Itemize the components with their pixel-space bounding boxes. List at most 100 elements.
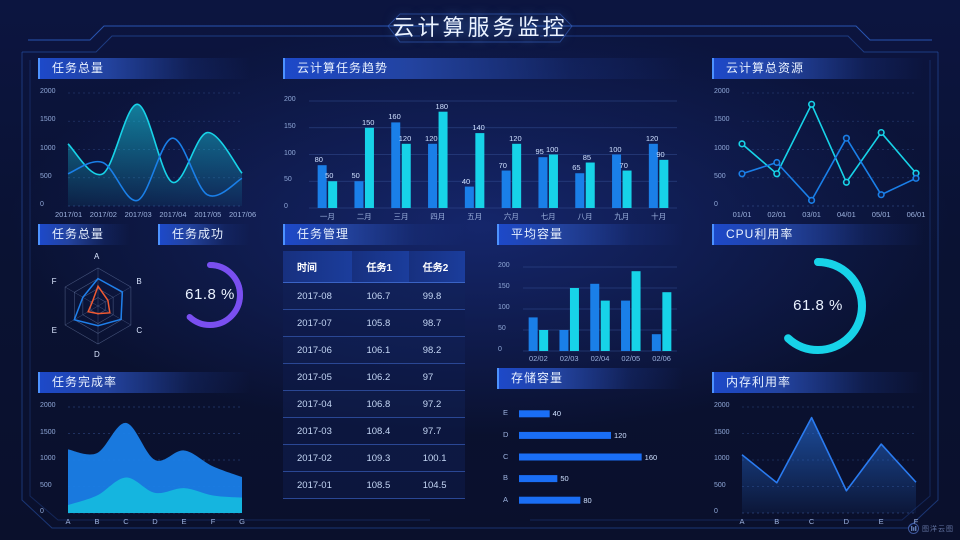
bar-0[interactable]	[651, 334, 661, 351]
chart-task-trend[interactable]: 0 50 100 150 200 80 50 一月 50 150 二月 160 120 三月 120 180 四…	[283, 79, 683, 224]
bar-0[interactable]	[648, 143, 658, 208]
data-label: 50	[351, 171, 360, 181]
table-row[interactable]: 2017-01 108.5 104.5	[283, 471, 465, 499]
bar-0[interactable]	[317, 165, 327, 208]
chart-task-success[interactable]: 61.8 %	[168, 250, 252, 340]
bar-0[interactable]	[621, 300, 631, 351]
bar-0[interactable]	[559, 330, 569, 351]
watermark: 图洋云图	[908, 523, 954, 534]
table-body[interactable]: 2017-08 106.7 99.8 2017-07 105.8 98.7 2017-06 1…	[283, 282, 465, 499]
table-row[interactable]: 2017-03 108.4 97.7	[283, 417, 465, 445]
x-axis-tick: 五月	[467, 212, 483, 221]
bar-0[interactable]	[612, 154, 622, 209]
bar-0[interactable]	[590, 283, 600, 351]
data-label: 160	[388, 112, 401, 122]
x-axis-tick: E	[503, 408, 509, 418]
table-cell: 97.2	[408, 390, 465, 418]
data-label: 160	[644, 452, 658, 462]
bar-0[interactable]	[354, 181, 364, 208]
series-line-0	[741, 416, 917, 492]
bar-0[interactable]	[501, 170, 511, 208]
x-axis-tick: 02/01	[767, 210, 787, 219]
y-axis-tick: 1000	[40, 455, 56, 462]
x-axis-tick: B	[94, 517, 100, 526]
y-axis-tick: 500	[40, 481, 52, 489]
h-bar[interactable]	[519, 453, 642, 461]
bar-1[interactable]	[548, 154, 558, 209]
x-axis-tick: D	[843, 517, 850, 526]
chart-svg-task_total_radar	[64, 267, 132, 345]
bar-1[interactable]	[475, 133, 485, 208]
bar-1[interactable]	[600, 300, 610, 351]
bar-0[interactable]	[428, 143, 438, 208]
bar-0[interactable]	[464, 186, 474, 208]
bar-1[interactable]	[438, 111, 448, 208]
x-axis-tick: F	[210, 517, 216, 526]
task-table[interactable]: 时间 任务1 任务2 2017-08 106.7 99.8 2017-07 105.8 98.…	[283, 251, 465, 499]
table-cell: 108.4	[352, 417, 409, 445]
panel-title-task-trend: 云计算任务趋势	[283, 58, 683, 79]
table-row[interactable]: 2017-08 106.7 99.8	[283, 282, 465, 310]
panel-cpu-usage: CPU利用率 61.8 %	[712, 224, 924, 367]
bar-1[interactable]	[659, 159, 669, 208]
y-axis-tick: 1000	[714, 144, 730, 152]
bar-1[interactable]	[364, 127, 374, 208]
y-axis-tick: 2000	[714, 402, 730, 409]
table-row[interactable]: 2017-06 106.1 98.2	[283, 336, 465, 364]
bar-0[interactable]	[391, 122, 401, 208]
x-axis-tick: B	[136, 276, 142, 286]
dashboard-header: 云计算服务监控	[0, 0, 960, 50]
y-axis-tick: 200	[498, 262, 510, 269]
table-row[interactable]: 2017-05 106.2 97	[283, 363, 465, 391]
panel-task-complete: 任务完成率 0 500 1000 1500 2000 A B C D E F G	[38, 372, 250, 531]
chart-memory-usage[interactable]: 0 500 1000 1500 2000 A B C D E F	[712, 393, 924, 531]
x-axis-tick: 04/01	[837, 210, 856, 219]
bar-1[interactable]	[585, 162, 595, 208]
table-row[interactable]: 2017-07 105.8 98.7	[283, 309, 465, 337]
panel-total-resource: 云计算总资源 0 500 1000 1500 2000 01/01 02/01 03/01 04…	[712, 58, 925, 224]
h-bar[interactable]	[519, 410, 550, 418]
y-axis-tick: 1500	[714, 428, 730, 436]
chart-task-total-radar[interactable]: A B C D E F	[38, 248, 158, 360]
table-cell: 106.2	[352, 363, 409, 391]
y-axis-tick: 500	[714, 172, 726, 180]
table-wrapper[interactable]: 时间 任务1 任务2 2017-08 106.7 99.8 2017-07 105.8 98.…	[283, 245, 465, 499]
chart-avg-capacity[interactable]: 0 50 100 150 200 02/02 02/03 02/04 02/05 02/06	[497, 245, 683, 367]
bar-0[interactable]	[528, 317, 538, 351]
h-bar[interactable]	[519, 431, 611, 439]
panel-title-cpu-usage: CPU利用率	[712, 224, 924, 245]
bar-0[interactable]	[575, 173, 585, 208]
panel-title-storage-capacity: 存储容量	[497, 368, 683, 389]
bar-1[interactable]	[512, 143, 522, 208]
table-row[interactable]: 2017-02 109.3 100.1	[283, 444, 465, 472]
table-row[interactable]: 2017-04 106.8 97.2	[283, 390, 465, 418]
x-axis-tick: 六月	[503, 212, 519, 221]
table-cell: 2017-01	[283, 471, 353, 499]
h-bar[interactable]	[519, 496, 581, 504]
bar-0[interactable]	[538, 157, 548, 208]
chart-cpu-usage[interactable]: 61.8 %	[712, 245, 924, 367]
bar-1[interactable]	[631, 271, 641, 351]
bar-1[interactable]	[401, 143, 411, 208]
y-axis-tick: 50	[498, 325, 506, 332]
x-axis-tick: 八月	[577, 212, 593, 221]
bar-1[interactable]	[328, 181, 338, 208]
chart-svg-total_resource	[738, 92, 920, 207]
bar-1[interactable]	[539, 330, 549, 351]
chart-storage-capacity[interactable]: E 40 D 120 C 160 B 50 A 80	[497, 389, 683, 519]
h-bar[interactable]	[519, 475, 558, 483]
chart-task-complete[interactable]: 0 500 1000 1500 2000 A B C D E F G	[38, 393, 250, 531]
x-axis-tick: C	[136, 325, 143, 335]
bar-1[interactable]	[622, 170, 632, 208]
bar-1[interactable]	[569, 288, 579, 351]
chart-svg-avg_capacity	[523, 266, 677, 352]
chart-total-resource[interactable]: 0 500 1000 1500 2000 01/01 02/01 03/01 04/01 05/0…	[712, 79, 925, 224]
chart-svg-cpu_usage	[770, 258, 866, 354]
x-axis-tick: 二月	[356, 212, 372, 221]
x-axis-tick: 2017/05	[194, 210, 222, 219]
chart-task-total-line[interactable]: 0 500 1000 1500 2000 2017/01 2017/02 2017/03 201…	[38, 79, 256, 224]
table-col-header: 任务2	[408, 251, 465, 283]
bar-1[interactable]	[662, 292, 672, 351]
table-cell: 108.5	[352, 471, 409, 499]
x-axis-tick: 一月	[319, 212, 335, 221]
